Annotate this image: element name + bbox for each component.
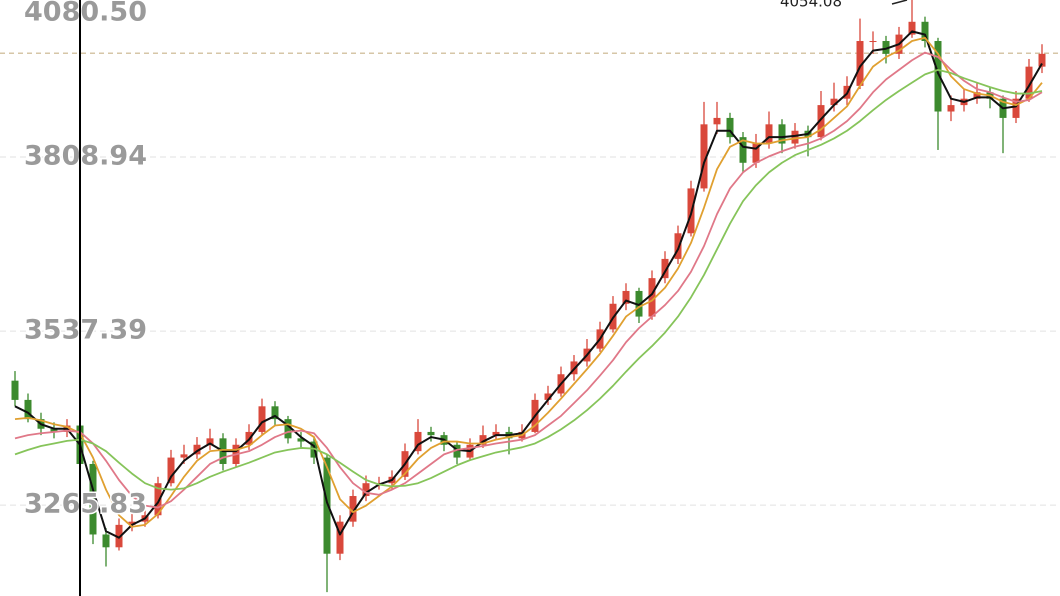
candle-body [193, 444, 201, 455]
candle-body [908, 21, 916, 35]
candle-body [336, 521, 344, 554]
candle-body [947, 105, 955, 112]
candle-body [791, 130, 799, 144]
candle-body [128, 521, 136, 525]
candle-body [856, 41, 864, 86]
moving-average-line [14, 51, 1043, 509]
candle-body [739, 137, 747, 163]
candle-body [674, 233, 682, 259]
candle-body [700, 124, 708, 189]
y-tick-label: 3808.94 [24, 141, 147, 172]
candle-body [180, 454, 188, 458]
moving-average-line [14, 30, 1043, 539]
annotation-arrow [891, 0, 908, 5]
y-tick-label: 3265.83 [24, 489, 147, 520]
candle-body [427, 431, 435, 436]
candle-body [258, 406, 266, 432]
candle-body [102, 534, 110, 548]
candle-body [882, 41, 890, 54]
candle-body [830, 98, 838, 106]
candle-body [24, 399, 32, 420]
candle-body [752, 143, 760, 163]
moving-average-line [14, 36, 1043, 528]
candle-body [622, 290, 630, 304]
candle-body [778, 124, 786, 144]
candle-body [1038, 53, 1046, 67]
candle-body [817, 105, 825, 138]
candle-body [765, 124, 773, 144]
candle-body [206, 438, 214, 445]
candle-body [414, 431, 422, 452]
candle-body [323, 457, 331, 554]
candle-body [349, 496, 357, 522]
y-tick-label: 4080.50 [24, 0, 147, 28]
candle-body [661, 258, 669, 279]
moving-average-line [14, 68, 1043, 491]
candle-body [648, 278, 656, 317]
candle-body [479, 435, 487, 445]
candle-body [284, 419, 292, 439]
candle-body [973, 92, 981, 99]
candle-body [453, 444, 461, 458]
annotation-label: 4054.08 [780, 0, 842, 11]
candle-body [544, 393, 552, 400]
candle-body [713, 117, 721, 125]
candle-body [726, 117, 734, 138]
candle-body [921, 21, 929, 42]
candle-body [297, 438, 305, 442]
marks [11, 0, 1046, 593]
candle-body [934, 41, 942, 112]
candle-body [11, 380, 19, 400]
candle-body [50, 428, 58, 432]
y-tick-label: 3537.39 [24, 315, 147, 346]
candle-body [271, 406, 279, 420]
candle-body [89, 463, 97, 535]
candle-body [115, 524, 123, 548]
candle-body [154, 483, 162, 516]
candle-body [1012, 98, 1020, 118]
candle-body [1025, 66, 1033, 99]
candle-body [167, 457, 175, 484]
candle-body [869, 41, 877, 43]
candle-body [492, 431, 500, 436]
candle-body [362, 483, 370, 497]
labels: 4080.50 3808.94 3537.39 3265.83 4054.08 [23, 0, 908, 596]
